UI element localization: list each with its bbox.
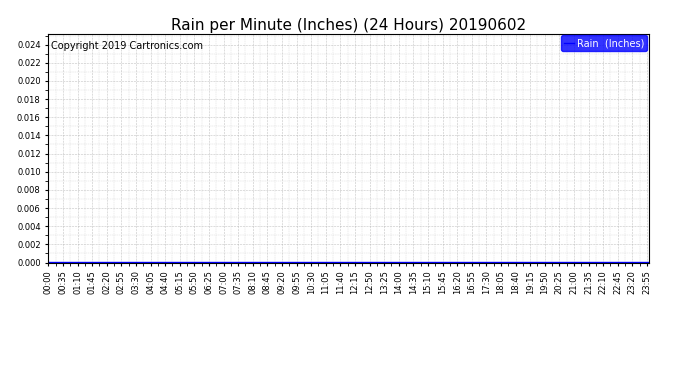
Rain  (Inches) <box>44 260 52 265</box>
Legend: Rain  (Inches): Rain (Inches) <box>561 35 647 51</box>
Rain  (Inches) <box>163 260 171 265</box>
Rain  (Inches) <box>245 260 253 265</box>
Title: Rain per Minute (Inches) (24 Hours) 20190602: Rain per Minute (Inches) (24 Hours) 2019… <box>171 18 526 33</box>
Rain  (Inches) <box>442 260 450 265</box>
Rain  (Inches) <box>644 260 653 265</box>
Rain  (Inches) <box>573 260 582 265</box>
Rain  (Inches) <box>520 260 529 265</box>
Rain  (Inches) <box>177 260 186 265</box>
Text: Copyright 2019 Cartronics.com: Copyright 2019 Cartronics.com <box>51 40 204 51</box>
